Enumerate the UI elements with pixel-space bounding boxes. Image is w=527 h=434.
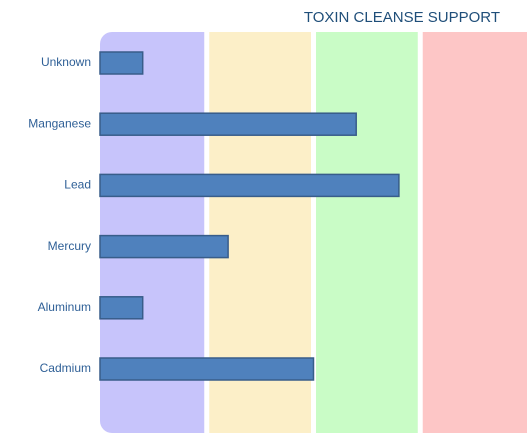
bar	[99, 51, 144, 75]
bar	[99, 234, 229, 259]
bar	[99, 112, 357, 136]
category-label: Manganese	[28, 116, 91, 130]
background-bands	[100, 32, 527, 433]
category-label: Cadmium	[40, 361, 91, 375]
category-label: Mercury	[48, 239, 91, 253]
chart-title: TOXIN CLEANSE SUPPORT	[304, 9, 500, 26]
category-label: Aluminum	[38, 300, 91, 314]
bar	[99, 357, 315, 381]
category-label: Unknown	[41, 55, 91, 69]
bar	[99, 296, 144, 320]
category-label: Lead	[64, 178, 91, 192]
bar	[99, 173, 400, 198]
background-band	[422, 32, 527, 433]
background-band	[316, 32, 418, 433]
